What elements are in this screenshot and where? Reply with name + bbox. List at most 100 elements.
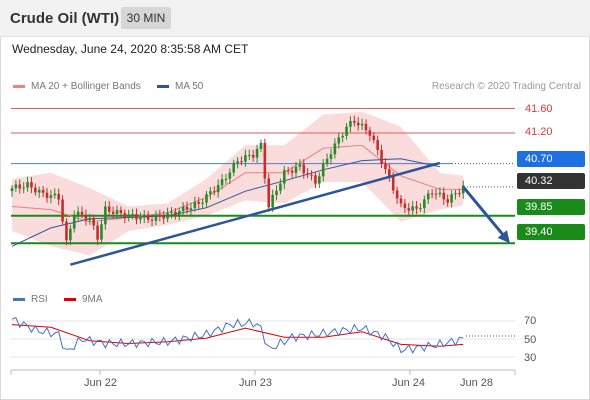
legend-rsi: RSI [13, 294, 48, 305]
candle-body [37, 189, 41, 193]
candle-body [216, 185, 220, 193]
candle-body [314, 175, 317, 184]
candle-body [100, 224, 103, 240]
candle-body [146, 214, 150, 220]
ma50-line [11, 158, 441, 247]
candle-body [201, 202, 204, 204]
candle-body [380, 149, 383, 164]
candle-body [446, 199, 449, 203]
candle-body [220, 179, 224, 186]
candle-body [115, 209, 119, 214]
candle-body [181, 206, 185, 212]
candle-body [353, 120, 356, 123]
candle-body [57, 193, 60, 200]
rsi-panel [11, 316, 515, 358]
projection-arrow-head [497, 230, 510, 244]
candle-body [461, 185, 465, 194]
candle-body [341, 135, 344, 138]
rsi-line [11, 316, 464, 354]
candle-body [131, 214, 134, 216]
candle-body [411, 206, 414, 211]
candle-body [255, 148, 259, 158]
candle-body [22, 187, 25, 189]
legend-ma50-swatch [157, 85, 169, 88]
trendline [70, 161, 441, 266]
candle-body [349, 120, 352, 127]
candle-body [290, 170, 294, 173]
candle-body [360, 123, 364, 126]
candle-body [209, 191, 212, 195]
candle-body [236, 161, 239, 163]
candle-body [142, 214, 146, 218]
candle-body [372, 135, 376, 141]
candle-body [150, 219, 154, 221]
candle-body [34, 187, 37, 193]
candle-body [10, 188, 14, 192]
candle-body [454, 193, 457, 195]
candle-body [318, 176, 321, 184]
candle-body [399, 198, 403, 204]
candle-body [69, 228, 72, 241]
candle-body [302, 164, 306, 174]
level-label-41-20: 41.20 [525, 126, 553, 138]
candle-body [135, 214, 138, 220]
candle-body [376, 140, 379, 150]
date-axis [10, 369, 516, 375]
level-label-41-60: 41.60 [525, 103, 553, 115]
candle-body [388, 169, 391, 177]
candle-body [438, 192, 442, 195]
candle-body [49, 195, 53, 199]
timeframe-badge[interactable]: 30 MIN [121, 7, 171, 29]
candle-body [228, 172, 232, 179]
candle-body [434, 193, 438, 195]
candle-body [177, 211, 181, 216]
candle-body [407, 208, 411, 211]
level-tag-40-32: 40.32 [517, 173, 585, 189]
rsi-tick-50: 50 [524, 334, 537, 346]
candle-body [123, 213, 127, 218]
rsi-ma9-line [11, 324, 464, 347]
candle-body [310, 174, 313, 176]
candle-body [193, 201, 197, 209]
date-tick-jun22: Jun 22 [84, 377, 118, 389]
candle-body [104, 206, 107, 225]
candle-body [107, 206, 111, 212]
candle-body [275, 190, 278, 196]
candle-body [442, 192, 446, 200]
candle-body [212, 191, 216, 193]
candle-body [174, 211, 177, 216]
candle-body [84, 214, 88, 221]
candle-body [76, 211, 80, 216]
rsi-tick-30: 30 [524, 352, 537, 364]
candle-body [96, 225, 99, 240]
candle-body [345, 126, 348, 136]
research-credit: Research © 2020 Trading Central [431, 81, 581, 92]
candle-body [88, 217, 92, 221]
candle-body [403, 203, 407, 209]
rsi-tick-70: 70 [524, 315, 537, 327]
legend-rsi-ma-label: 9MA [82, 294, 103, 305]
candle-body [92, 217, 95, 226]
legend-rsi-swatch [13, 298, 25, 301]
candle-body [423, 199, 426, 209]
trend-annotations [70, 161, 510, 266]
level-tag-40-70: 40.70 [517, 151, 585, 167]
candle-body [426, 193, 430, 200]
date-tick-jun28: Jun 28 [460, 377, 494, 389]
candle-body [286, 170, 290, 172]
candle-body [279, 183, 282, 191]
candle-body [251, 154, 255, 158]
candle-body [154, 214, 158, 221]
projection-arrow-shaft [462, 185, 508, 240]
candle-body [368, 130, 372, 136]
candle-body [419, 208, 422, 210]
legend-ma50: MA 50 [157, 81, 203, 92]
candle-body [321, 163, 325, 177]
candle-body [325, 158, 329, 164]
candle-body [197, 201, 201, 204]
candle-body [415, 206, 418, 209]
date-tick-jun23: Jun 23 [239, 377, 273, 389]
candle-body [111, 211, 115, 214]
candle-body [306, 173, 309, 175]
candle-body [205, 194, 208, 203]
